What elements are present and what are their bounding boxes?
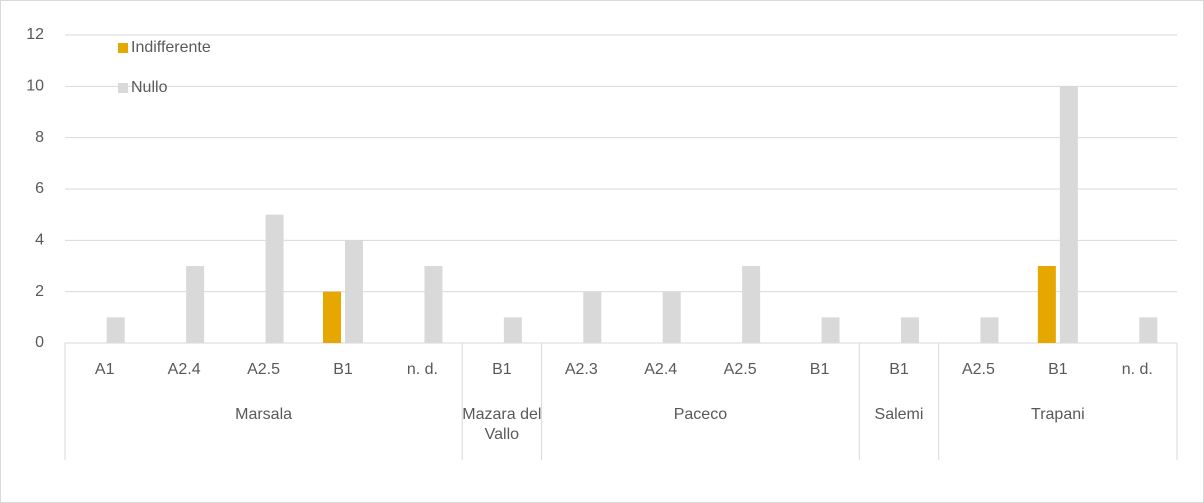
bar (901, 317, 919, 343)
bar (821, 317, 840, 343)
x-tick-label: A2.3 (565, 361, 598, 378)
bar (345, 240, 363, 343)
x-tick-label: A2.5 (247, 361, 280, 378)
x-tick-label: n. d. (407, 361, 438, 378)
group-label: Salemi (874, 406, 924, 423)
x-tick-label: B1 (333, 361, 353, 378)
legend-label: Indifferente (131, 39, 211, 56)
group-label-box: Trapani (1031, 406, 1085, 423)
group-label-box: Mazara del Vallo (462, 406, 542, 443)
x-tick-label: A1 (95, 361, 115, 378)
x-tick-label: A2.5 (724, 361, 757, 378)
x-tick-label: A2.4 (644, 361, 677, 378)
x-tick-label: A2.5 (962, 361, 995, 378)
x-tick-label: B1 (1048, 361, 1068, 378)
y-tick-label: 8 (35, 129, 44, 146)
bar (980, 317, 999, 343)
bar (323, 291, 341, 343)
y-tick-label: 6 (35, 180, 44, 197)
y-tick-label: 0 (35, 334, 44, 351)
group-label-box: Salemi (874, 406, 924, 423)
y-tick-label: 12 (26, 26, 44, 43)
legend-swatch (118, 43, 128, 53)
legend-swatch (118, 83, 128, 93)
bar (503, 317, 522, 343)
bar (186, 266, 205, 343)
bar (1037, 266, 1056, 343)
bar (662, 291, 681, 343)
group-label: Trapani (1031, 406, 1085, 423)
bar (424, 266, 443, 343)
bar (742, 266, 761, 343)
x-tick-label: B1 (492, 361, 512, 378)
group-label: Mazara del Vallo (462, 406, 542, 443)
y-tick-label: 10 (26, 78, 44, 95)
bar (106, 317, 125, 343)
x-tick-label: A2.4 (168, 361, 201, 378)
legend-label: Nullo (131, 79, 168, 96)
group-label: Paceco (673, 406, 728, 423)
bar (265, 214, 284, 343)
y-tick-label: 4 (35, 232, 44, 249)
x-tick-label: n. d. (1122, 361, 1153, 378)
bar (1139, 317, 1158, 343)
x-tick-label: B1 (810, 361, 830, 378)
bar (1059, 86, 1078, 343)
bar (583, 291, 602, 343)
y-tick-label: 2 (35, 283, 44, 300)
group-label-box: Marsala (235, 406, 293, 423)
group-label: Marsala (235, 406, 293, 423)
x-tick-label: B1 (889, 361, 909, 378)
group-label-box: Paceco (673, 406, 728, 423)
